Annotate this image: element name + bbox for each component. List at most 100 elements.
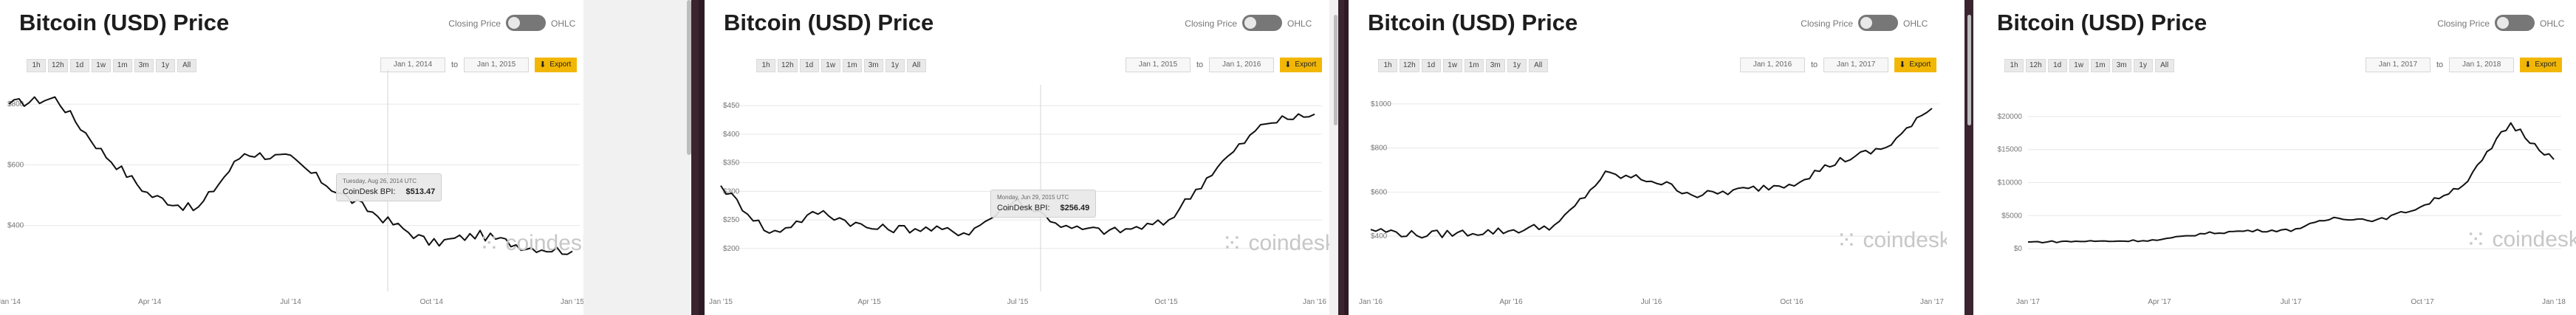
download-icon: ⬇	[539, 60, 547, 69]
toggle-switch[interactable]	[1858, 15, 1898, 31]
range-button-12h[interactable]: 12h	[48, 59, 68, 72]
range-button-1d[interactable]: 1d	[69, 59, 89, 72]
range-button-1h[interactable]: 1h	[756, 59, 775, 72]
range-button-all[interactable]: All	[2154, 59, 2174, 72]
range-button-12h[interactable]: 12h	[1400, 59, 1419, 72]
range-button-1y[interactable]: 1y	[2133, 59, 2153, 72]
window-gap-3-dark	[1964, 0, 1973, 315]
export-button[interactable]: ⬇ Export	[1894, 58, 1937, 72]
toggle-switch[interactable]	[1242, 15, 1282, 31]
coindesk-wordmark: coindesk	[1863, 228, 1948, 252]
range-button-3m[interactable]: 3m	[1485, 59, 1505, 72]
export-button[interactable]: ⬇ Export	[535, 58, 578, 72]
coindesk-logo: ⁙coindesk	[1222, 229, 1329, 258]
toggle-switch[interactable]	[506, 15, 546, 31]
date-range: Jan 1, 2016 to Jan 1, 2017 ⬇ Export	[1740, 58, 1937, 72]
price-chart: $0 $5000 $10000 $15000 $20000 Jan '17 Apr '17 J…	[1998, 113, 2566, 306]
range-button-1d[interactable]: 1d	[1421, 59, 1441, 72]
date-from-input[interactable]: Jan 1, 2016	[1740, 58, 1805, 72]
export-label: Export	[549, 60, 572, 69]
date-from-input[interactable]: Jan 1, 2015	[1126, 58, 1191, 72]
price-chart: $400 $600 $800 Jan '14 Apr '14 Jul '14 Oct '14…	[0, 70, 583, 306]
date-to-label: to	[1196, 60, 1204, 69]
chart-panel-2: Bitcoin (USD) Price Closing Price OHLC 1h 12…	[705, 0, 1329, 315]
coindesk-logo: ⁙coindesk	[1836, 226, 1947, 255]
date-range: Jan 1, 2015 to Jan 1, 2016 ⬇ Export	[1126, 58, 1323, 72]
coindesk-logo-icon: ⁙	[479, 229, 500, 257]
x-tick-label: Oct '17	[2411, 298, 2434, 306]
date-to-input[interactable]: Jan 1, 2016	[1209, 58, 1275, 72]
range-button-1y[interactable]: 1y	[155, 59, 175, 72]
date-to-input[interactable]: Jan 1, 2017	[1823, 58, 1889, 72]
x-tick-label: Oct '16	[1780, 298, 1803, 306]
price-series-line	[2027, 122, 2555, 243]
tooltip-label: CoinDesk BPI:	[997, 204, 1050, 212]
scrollbar-1[interactable]	[687, 0, 691, 155]
date-range: Jan 1, 2014 to Jan 1, 2015 ⬇ Export	[380, 58, 578, 72]
y-tick-label: $20000	[1998, 113, 2023, 121]
range-button-1d[interactable]: 1d	[799, 59, 819, 72]
range-button-3m[interactable]: 3m	[134, 59, 154, 72]
ohlc-label: OHLC	[1287, 18, 1312, 29]
x-tick-label: Jan '16	[1303, 298, 1326, 306]
export-label: Export	[1909, 60, 1931, 69]
range-button-3m[interactable]: 3m	[2111, 59, 2131, 72]
range-button-1m[interactable]: 1m	[842, 59, 862, 72]
x-tick-label: Jan '15	[709, 298, 733, 306]
range-button-all[interactable]: All	[177, 59, 196, 72]
y-tick-label: $15000	[1998, 146, 2023, 154]
range-button-all[interactable]: All	[1528, 59, 1548, 72]
price-tooltip: Tuesday, Aug 26, 2014 UTC CoinDesk BPI: $5…	[336, 173, 442, 201]
range-button-1d[interactable]: 1d	[2047, 59, 2067, 72]
price-mode-toggle[interactable]: Closing Price OHLC	[448, 15, 575, 31]
toggle-switch[interactable]	[2495, 15, 2535, 31]
scrollbar-3[interactable]	[1967, 15, 1971, 125]
range-button-12h[interactable]: 12h	[778, 59, 798, 72]
range-button-1m[interactable]: 1m	[2090, 59, 2110, 72]
range-button-1w[interactable]: 1w	[2069, 59, 2089, 72]
x-tick-label: Jan '18	[2542, 298, 2566, 306]
ohlc-label: OHLC	[2540, 18, 2565, 29]
range-button-1m[interactable]: 1m	[112, 59, 132, 72]
download-icon: ⬇	[1899, 60, 1906, 69]
export-button[interactable]: ⬇ Export	[1280, 58, 1323, 72]
export-button[interactable]: ⬇ Export	[2520, 58, 2563, 72]
x-tick-label: Apr '17	[2148, 298, 2171, 306]
range-button-1m[interactable]: 1m	[1464, 59, 1484, 72]
range-button-1h[interactable]: 1h	[27, 59, 46, 72]
range-button-all[interactable]: All	[906, 59, 926, 72]
date-from-input[interactable]: Jan 1, 2014	[380, 58, 445, 72]
range-button-12h[interactable]: 12h	[2026, 59, 2046, 72]
price-mode-toggle[interactable]: Closing Price OHLC	[1185, 15, 1312, 31]
date-to-label: to	[2436, 60, 2444, 69]
tooltip-label: CoinDesk BPI:	[343, 187, 396, 196]
range-button-1w[interactable]: 1w	[91, 59, 111, 72]
x-tick-label: Jan '17	[2016, 298, 2040, 306]
date-from-input[interactable]: Jan 1, 2017	[2366, 58, 2431, 72]
range-button-1h[interactable]: 1h	[1378, 59, 1397, 72]
price-chart: $400 $600 $800 $1000 Jan '16 Apr '16 Jul '16 Oc…	[1359, 100, 1944, 306]
coindesk-wordmark: coindesk	[1248, 231, 1330, 255]
x-tick-label: Apr '14	[138, 298, 162, 306]
range-button-1w[interactable]: 1w	[821, 59, 840, 72]
y-tick-label: $400	[1371, 232, 1388, 240]
range-button-3m[interactable]: 3m	[863, 59, 883, 72]
range-button-1y[interactable]: 1y	[885, 59, 905, 72]
price-tooltip: Monday, Jun 29, 2015 UTC CoinDesk BPI: $25…	[990, 190, 1097, 218]
closing-price-label: Closing Price	[1801, 18, 1853, 29]
coindesk-logo-icon: ⁙	[1836, 226, 1857, 255]
range-button-1h[interactable]: 1h	[2004, 59, 2024, 72]
price-mode-toggle[interactable]: Closing Price OHLC	[1801, 15, 1928, 31]
date-to-input[interactable]: Jan 1, 2018	[2449, 58, 2515, 72]
date-to-input[interactable]: Jan 1, 2015	[464, 58, 530, 72]
closing-price-label: Closing Price	[448, 18, 501, 29]
coindesk-logo-icon: ⁙	[2465, 226, 2487, 254]
range-buttons: 1h 12h 1d 1w 1m 3m 1y All	[27, 59, 196, 72]
range-button-1w[interactable]: 1w	[1442, 59, 1462, 72]
y-tick-label: $350	[723, 159, 740, 167]
range-button-1y[interactable]: 1y	[1507, 59, 1527, 72]
scrollbar-2[interactable]	[1334, 15, 1337, 125]
price-mode-toggle[interactable]: Closing Price OHLC	[2437, 15, 2564, 31]
x-tick-label: Jul '16	[1641, 298, 1662, 306]
left-frame-3	[1344, 0, 1349, 315]
